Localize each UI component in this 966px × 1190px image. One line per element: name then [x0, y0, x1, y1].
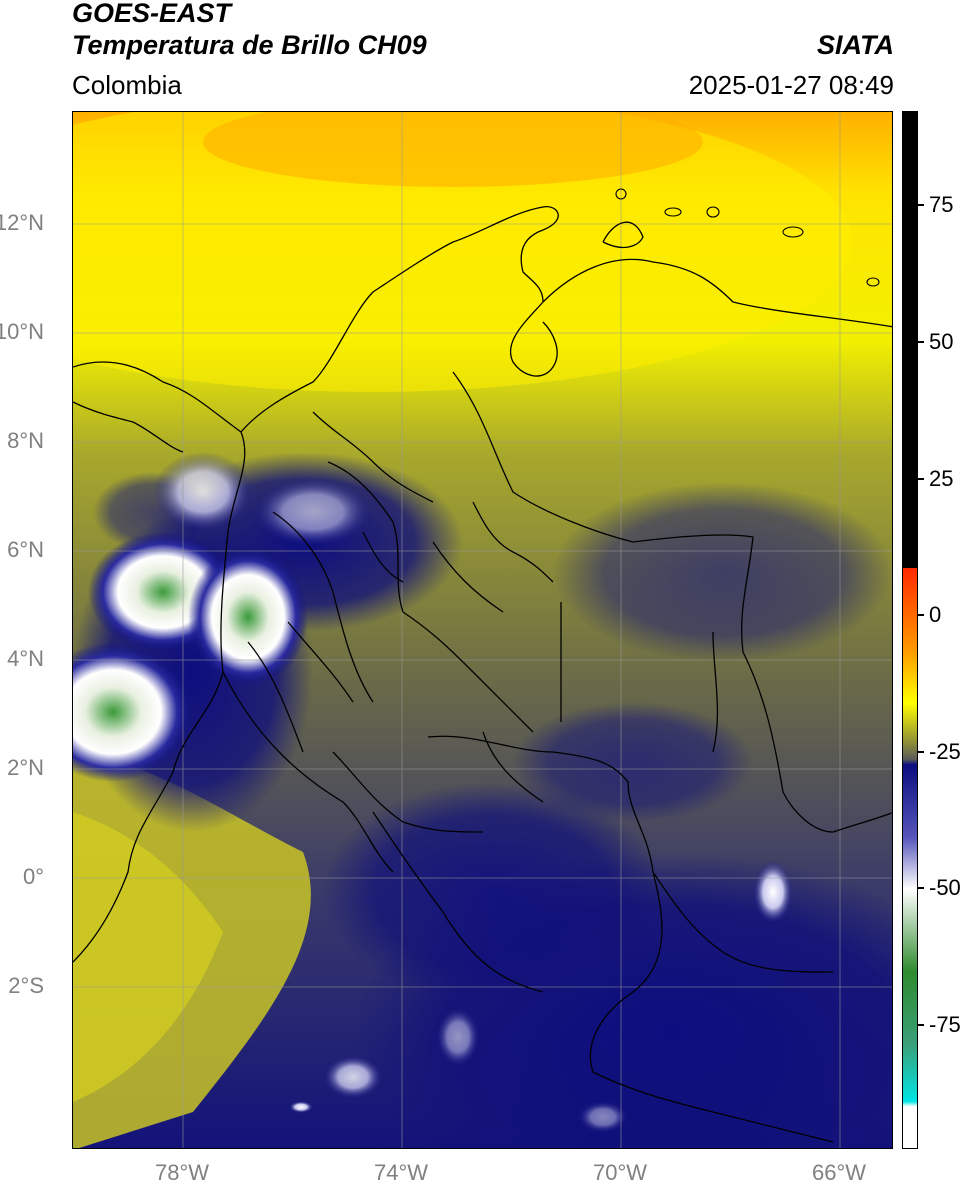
title-satellite: GOES-EAST: [72, 0, 232, 28]
colorbar-tick-0: 0: [929, 602, 942, 627]
colorbar-tick-mark: [918, 887, 924, 889]
colorbar: [902, 111, 918, 1149]
lat-tick-2s: 2°S: [8, 973, 44, 998]
lat-tick-8n: 8°N: [7, 428, 44, 453]
lat-tick-6n: 6°N: [7, 537, 44, 562]
colorbar-tick-minus50: -50: [929, 875, 961, 900]
lat-tick-0: 0°: [22, 864, 44, 889]
colorbar-tick-mark: [918, 1024, 924, 1026]
satellite-map[interactable]: [72, 111, 893, 1149]
colorbar-tick-25: 25: [929, 466, 954, 491]
lat-tick-2n: 2°N: [7, 755, 44, 780]
lat-tick-12n: 12°N: [0, 210, 44, 235]
colorbar-tick-mark: [918, 341, 924, 343]
colorbar-tick-minus25: -25: [929, 739, 961, 764]
brand-label: SIATA: [817, 30, 894, 60]
colorbar-tick-75: 75: [929, 192, 954, 217]
colorbar-tick-50: 50: [929, 329, 954, 354]
lat-tick-10n: 10°N: [0, 319, 44, 344]
lon-tick-74w: 74°W: [373, 1160, 429, 1185]
lon-tick-78w: 78°W: [154, 1160, 210, 1185]
lat-tick-4n: 4°N: [7, 646, 44, 671]
lon-tick-70w: 70°W: [592, 1160, 648, 1185]
colorbar-tick-mark: [918, 751, 924, 753]
datetime-label: 2025-01-27 08:49: [688, 70, 894, 100]
region-label: Colombia: [72, 70, 182, 100]
title-product: Temperatura de Brillo CH09: [72, 30, 427, 60]
colorbar-tick-mark: [918, 478, 924, 480]
lon-tick-66w: 66°W: [811, 1160, 867, 1185]
colorbar-tick-mark: [918, 204, 924, 206]
colorbar-tick-mark: [918, 614, 924, 616]
colorbar-tick-minus75: -75: [929, 1012, 961, 1037]
